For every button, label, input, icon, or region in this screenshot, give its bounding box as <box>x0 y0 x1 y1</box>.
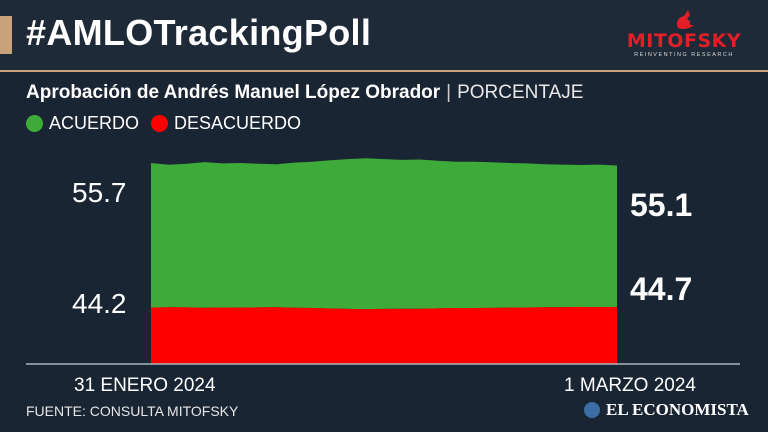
start-label-acuerdo: 55.7 <box>72 177 127 208</box>
legend-swatch-desacuerdo <box>151 115 169 132</box>
economista-logo-icon <box>584 402 600 418</box>
x-end-label: 1 MARZO 2024 <box>564 375 696 396</box>
header-bar <box>0 0 768 70</box>
x-start-label: 31 ENERO 2024 <box>74 375 216 396</box>
chart-title: Aprobación de Andrés Manuel López Obrado… <box>26 82 441 103</box>
separator: | <box>446 82 452 103</box>
legend-label-acuerdo: ACUERDO <box>49 113 140 133</box>
area-acuerdo <box>151 158 617 310</box>
dragon-icon <box>676 10 694 29</box>
accent-bar <box>0 16 12 54</box>
start-label-desacuerdo: 44.2 <box>72 288 127 319</box>
legend-item-acuerdo: ACUERDO <box>26 113 139 134</box>
end-label-desacuerdo: 44.7 <box>630 271 692 307</box>
chart-subtitle: Aprobación de Andrés Manuel López Obrado… <box>26 82 583 104</box>
header-divider <box>0 70 768 72</box>
brand-name: EL ECONOMISTA <box>606 400 749 419</box>
logo-name: MITOFSKY <box>626 30 742 52</box>
el-economista-brand: EL ECONOMISTA <box>584 400 749 420</box>
end-label-acuerdo: 55.1 <box>630 187 692 223</box>
mitofsky-logo: MITOFSKY REINVENTING RESEARCH <box>624 10 744 62</box>
source-note: FUENTE: CONSULTA MITOFSKY <box>26 403 239 419</box>
chart-unit: PORCENTAJE <box>457 82 584 103</box>
legend-label-desacuerdo: DESACUERDO <box>174 113 302 133</box>
area-desacuerdo <box>151 307 617 364</box>
logo-tagline: REINVENTING RESEARCH <box>634 52 734 58</box>
legend: ACUERDO DESACUERDO <box>26 113 313 134</box>
legend-swatch-acuerdo <box>26 115 43 132</box>
page-title: #AMLOTrackingPoll <box>26 12 372 53</box>
legend-item-desacuerdo: DESACUERDO <box>151 113 301 134</box>
